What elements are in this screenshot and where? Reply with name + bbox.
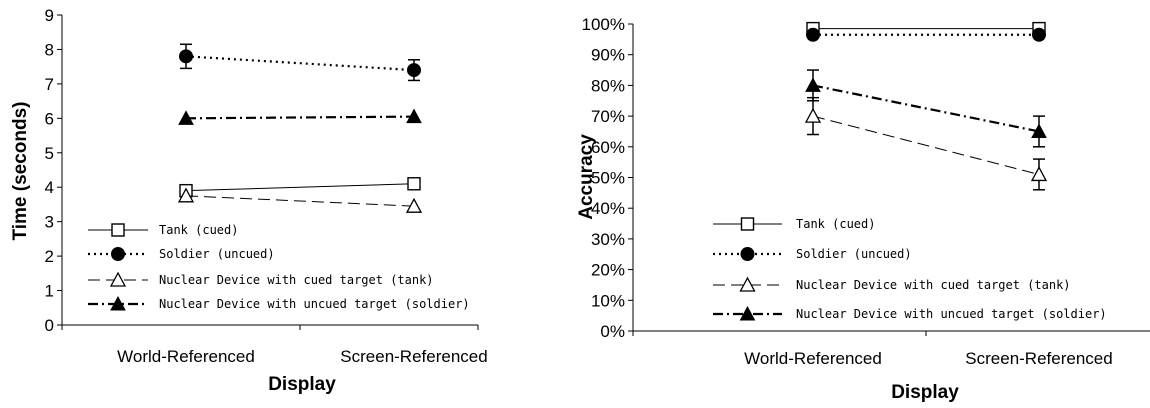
- y-tick-label: 6: [45, 109, 54, 128]
- y-tick-label: 3: [45, 213, 54, 232]
- y-tick-label: 90%: [591, 46, 625, 65]
- series-2: [804, 96, 1048, 191]
- x-axis-title: Display: [268, 374, 336, 395]
- y-tick-label: 50%: [591, 169, 625, 188]
- series-line: [185, 55, 415, 72]
- data-point: [405, 197, 423, 213]
- y-tick-label: 80%: [591, 76, 625, 95]
- y-tick-label: 7: [45, 75, 54, 94]
- series-1: [179, 43, 421, 82]
- y-tick-label: 60%: [591, 138, 625, 157]
- y-tick-label: 100%: [582, 15, 625, 34]
- x-axis-title: Display: [891, 382, 959, 403]
- accuracy-chart: 0% 10% 20% 30% 40% 50% 60% 70% 80% 90% 100% World-R…: [576, 15, 1150, 403]
- data-point: [804, 107, 822, 123]
- series-1: [806, 27, 1046, 42]
- legend-marker: [109, 271, 127, 287]
- y-tick-label: 5: [45, 144, 54, 163]
- legend-label: Nuclear Device with cued target (tank): [159, 273, 434, 287]
- y-tick-label: 2: [45, 247, 54, 266]
- x-tick-label: World-Referenced: [117, 347, 255, 366]
- x-tick-label: World-Referenced: [744, 349, 882, 368]
- data-point: [407, 177, 421, 191]
- legend-label: Nuclear Device with uncued target (soldi…: [159, 297, 470, 311]
- data-point: [1031, 123, 1047, 138]
- legend-marker: [111, 247, 125, 261]
- data-point: [407, 63, 421, 78]
- series-3: [178, 108, 422, 125]
- series-0: [179, 177, 421, 198]
- legend-label: Nuclear Device with uncued target (soldi…: [796, 307, 1107, 321]
- x-tick-label: Screen-Referenced: [340, 347, 487, 366]
- y-tick-label: 10%: [591, 291, 625, 310]
- time-chart: 0 1 2 3 4 5 6 7 8 9 World-Referenced Screen-Referen…: [10, 6, 488, 395]
- data-point: [406, 108, 422, 124]
- data-point: [806, 27, 820, 42]
- y-tick-label: 1: [45, 282, 54, 301]
- legend-marker: [739, 305, 756, 321]
- y-tick-label: 0%: [600, 322, 625, 341]
- data-point: [177, 187, 195, 203]
- legend-label: Tank (cued): [796, 217, 875, 231]
- y-tick-label: 8: [45, 40, 54, 59]
- y-tick-label: 9: [45, 6, 54, 25]
- y-tick-label: 40%: [591, 199, 625, 218]
- data-point: [805, 77, 821, 92]
- y-axis-title: Time (seconds): [10, 101, 31, 240]
- series-3: [805, 69, 1047, 148]
- data-point: [178, 110, 194, 125]
- legend-marker: [110, 295, 126, 311]
- y-tick-label: 20%: [591, 261, 625, 280]
- series-line: [812, 115, 1040, 175]
- legend-label: Soldier (uncued): [159, 247, 275, 261]
- legend-label: Tank (cued): [159, 223, 238, 237]
- data-point: [179, 49, 193, 64]
- series-line: [185, 183, 415, 192]
- x-tick-label: Screen-Referenced: [965, 349, 1112, 368]
- legend-marker: [111, 223, 125, 237]
- series-line: [185, 115, 415, 120]
- y-tick-label: 70%: [591, 107, 625, 126]
- legend-marker: [740, 247, 755, 261]
- legend-label: Soldier (uncued): [796, 247, 912, 261]
- series-line: [812, 84, 1040, 133]
- series-2: [177, 187, 423, 213]
- legend-label: Nuclear Device with cued target (tank): [796, 278, 1071, 292]
- y-tick-label: 0: [45, 316, 54, 335]
- data-point: [1032, 27, 1046, 42]
- series-0: [806, 21, 1046, 36]
- legend-marker: [739, 276, 756, 292]
- y-tick-label: 30%: [591, 230, 625, 249]
- y-axis-title: Accuracy: [576, 134, 597, 220]
- series-line: [185, 195, 415, 207]
- y-tick-label: 4: [45, 178, 54, 197]
- legend-marker: [740, 217, 755, 231]
- data-point: [1030, 166, 1048, 182]
